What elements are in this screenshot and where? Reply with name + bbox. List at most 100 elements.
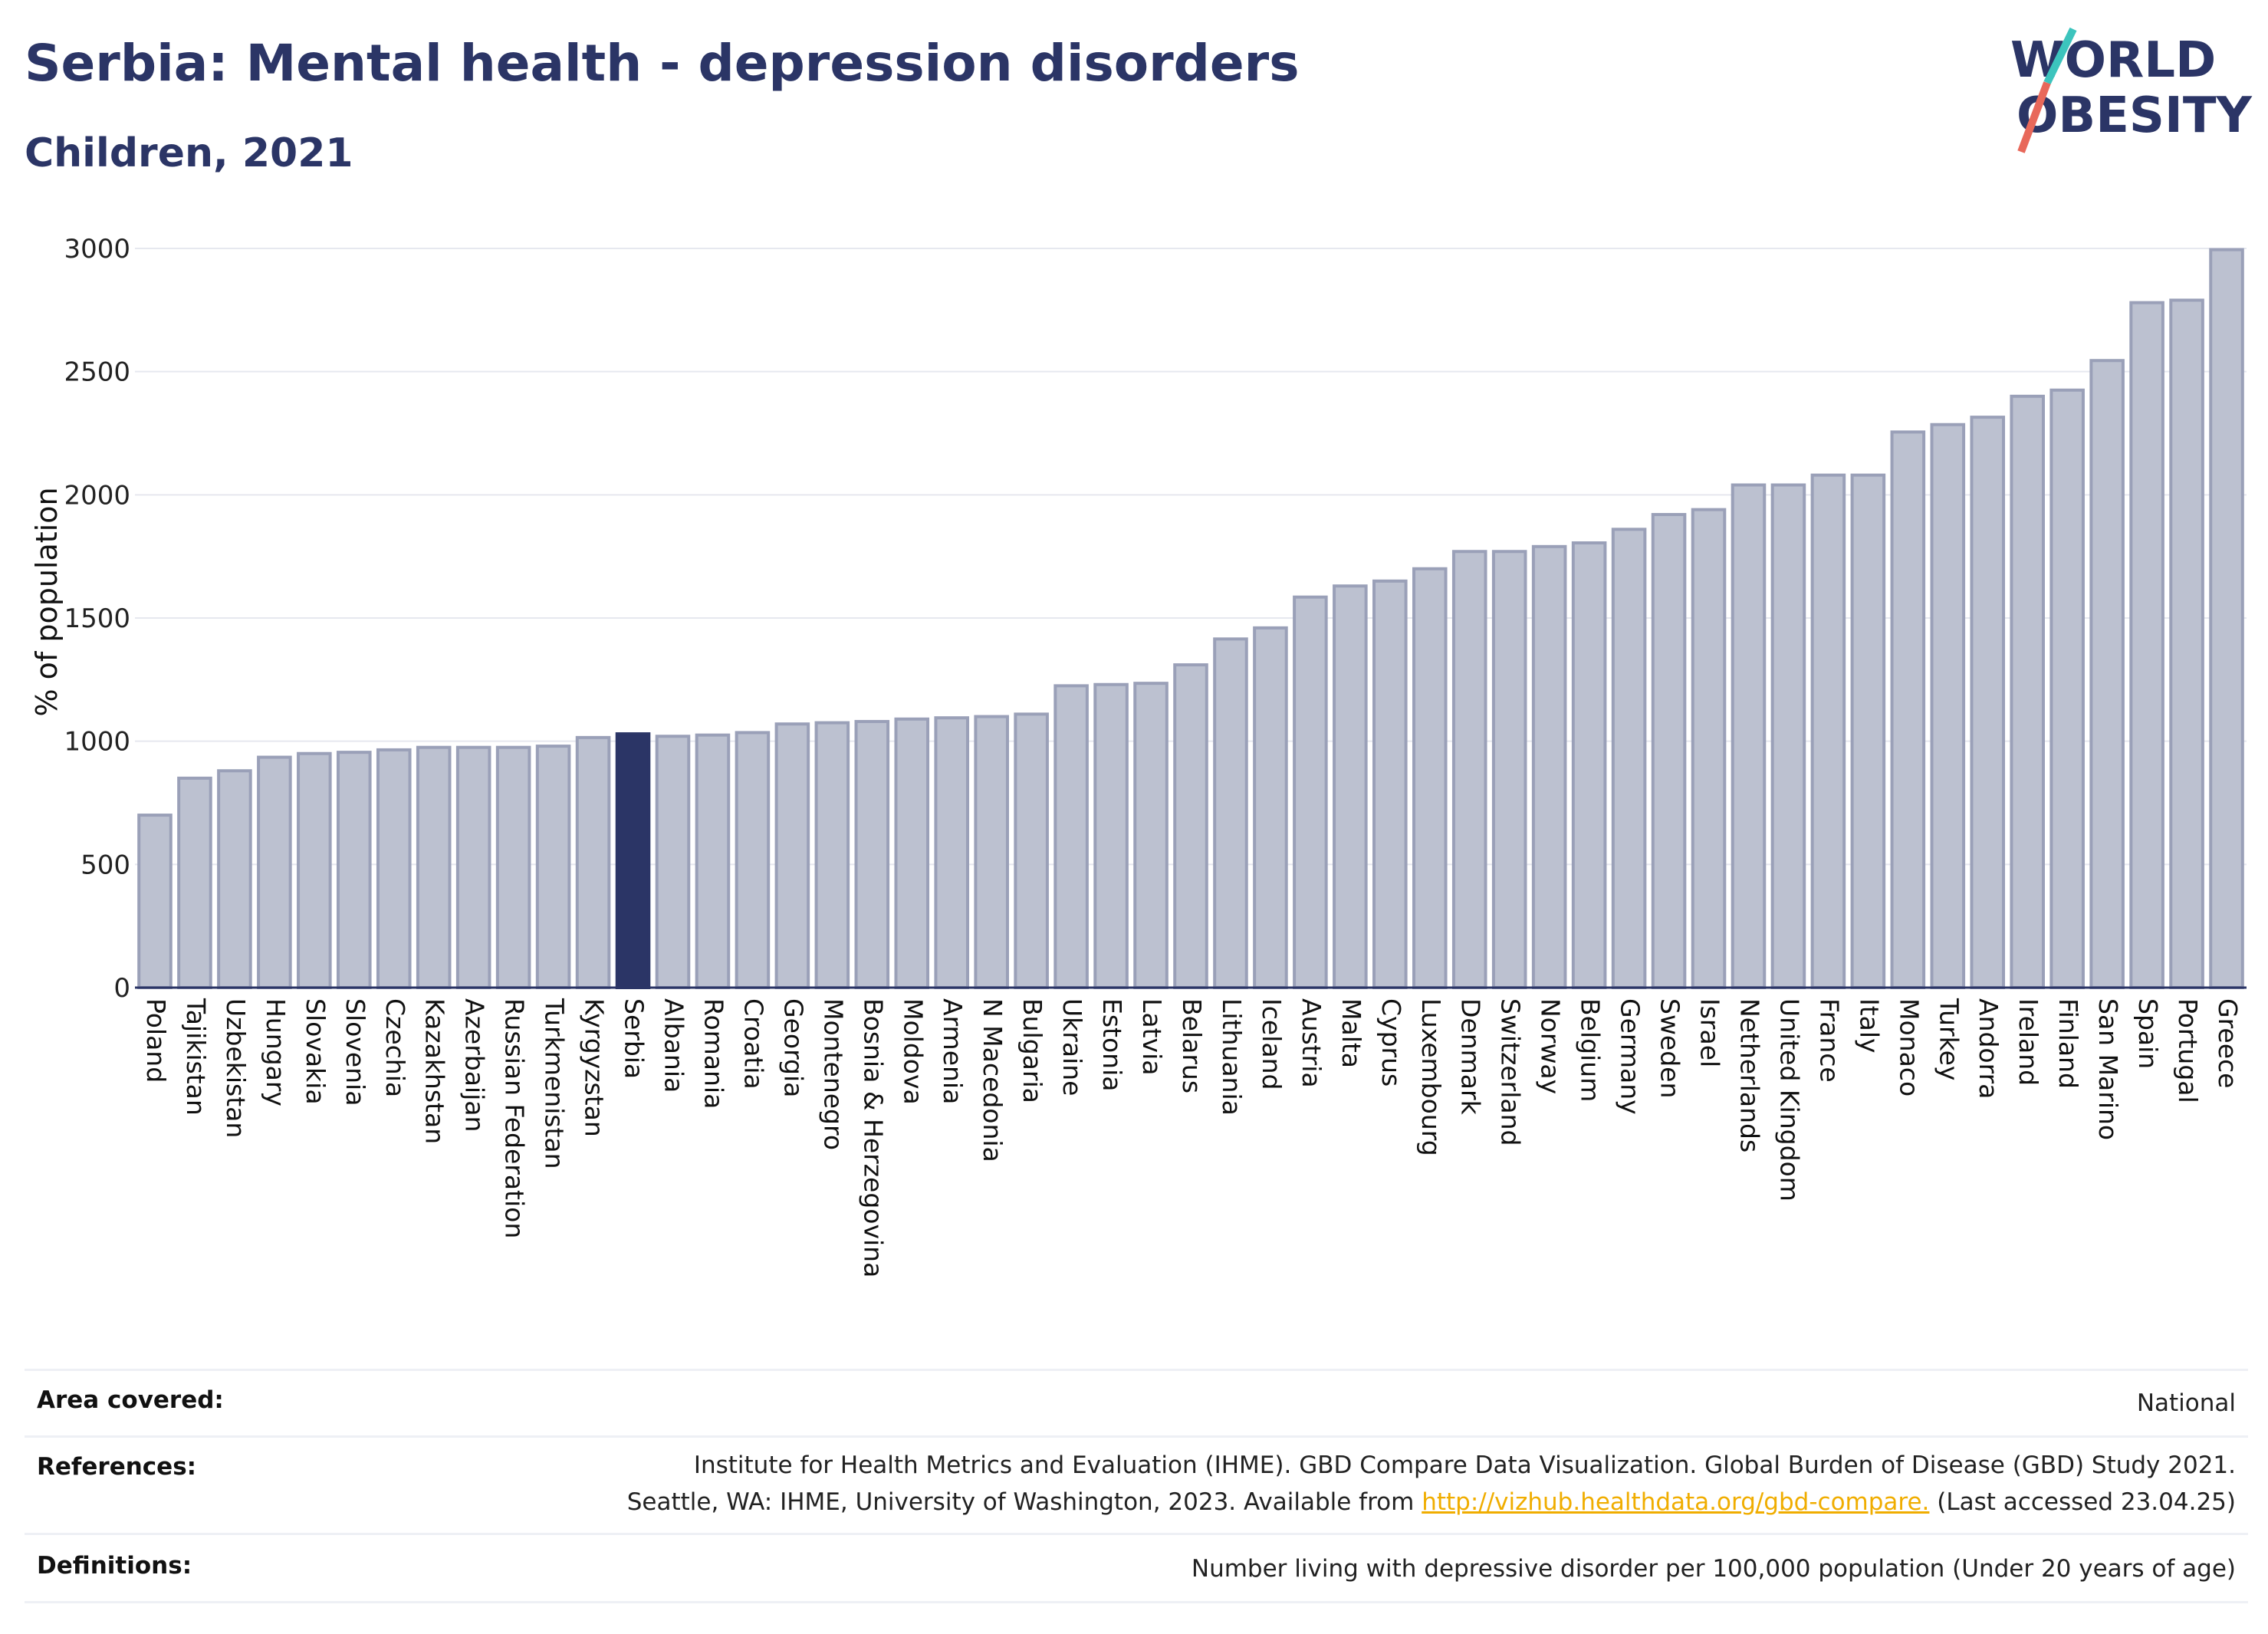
- x-tick-label: Belarus: [1177, 998, 1207, 1093]
- bar: [1731, 483, 1767, 989]
- bar: [2049, 388, 2085, 989]
- y-tick-labels: 0 500 1000 1500 2000 2500 3000: [64, 234, 130, 1004]
- x-tick-label: Malta: [1336, 998, 1366, 1068]
- x-tick-label: Ukraine: [1057, 998, 1087, 1096]
- x-tick-label: Serbia: [620, 998, 649, 1079]
- x-tick-label: Italy: [1854, 998, 1884, 1054]
- bar: [376, 748, 412, 989]
- x-tick-label: Portugal: [2173, 998, 2203, 1103]
- bar: [177, 776, 212, 989]
- x-tick-label: Netherlands: [1734, 998, 1764, 1152]
- x-tick-label: Estonia: [1097, 998, 1127, 1091]
- bar: [2010, 394, 2045, 989]
- logo-slash-bottom: [2017, 81, 2051, 153]
- bar: [1531, 544, 1567, 989]
- y-tick-label: 3000: [64, 234, 130, 265]
- x-tick-label: Sweden: [1655, 998, 1685, 1098]
- x-tick-label: Denmark: [1456, 998, 1486, 1116]
- x-tick-label: Iceland: [1257, 998, 1287, 1090]
- x-tick-label: Luxembourg: [1416, 998, 1446, 1156]
- x-tick-label: Hungary: [261, 998, 291, 1106]
- page-title: Serbia: Mental health - depression disor…: [25, 34, 1300, 93]
- bar: [1890, 430, 1926, 989]
- bar: [217, 769, 252, 990]
- references-line1: Institute for Health Metrics and Evaluat…: [693, 1452, 2236, 1479]
- references-accessed: (Last accessed 23.04.25): [1937, 1488, 2236, 1516]
- definitions-row: Definitions: Number living with depressi…: [25, 1533, 2248, 1603]
- x-tick-label: Tajikistan: [181, 998, 211, 1116]
- x-tick-label: Norway: [1536, 998, 1566, 1094]
- bar: [137, 814, 173, 989]
- x-tick-label: Ireland: [2013, 998, 2043, 1086]
- bar: [1412, 567, 1448, 989]
- bar: [1372, 579, 1408, 989]
- x-tick-label: Georgia: [778, 998, 808, 1097]
- x-tick-label: Monaco: [1894, 998, 1924, 1096]
- x-tick-label: Russian Federation: [500, 998, 530, 1238]
- x-tick-label: Azerbaijan: [460, 998, 490, 1132]
- notes-table: Area covered: National References: Insti…: [25, 1369, 2248, 1603]
- bar: [615, 732, 651, 989]
- x-tick-label: Cyprus: [1376, 998, 1406, 1087]
- logo-line2: OBESITY: [2017, 87, 2252, 144]
- bar: [814, 721, 850, 989]
- x-tick-label: Albania: [659, 998, 689, 1093]
- bar: [1133, 682, 1169, 989]
- bar-chart: 0 500 1000 1500 2000 2500 3000 Poland Tajikista…: [30, 234, 2247, 1277]
- x-tick-label: Belgium: [1576, 998, 1606, 1102]
- x-tick-label: Slovakia: [301, 998, 330, 1105]
- bar: [1571, 541, 1607, 989]
- bar: [575, 735, 611, 989]
- x-tick-label: Greece: [2213, 998, 2243, 1088]
- x-tick-label: Germany: [1616, 998, 1645, 1115]
- x-tick-label: Croatia: [738, 998, 768, 1090]
- bar: [1014, 712, 1049, 989]
- bar: [695, 733, 731, 990]
- bar: [974, 715, 1009, 989]
- area-covered-label: Area covered:: [37, 1386, 224, 1414]
- x-tick-label: Andorra: [1974, 998, 2003, 1099]
- y-tick-label: 2500: [64, 357, 130, 388]
- bar: [854, 719, 890, 990]
- references-link[interactable]: http://vizhub.healthdata.org/gbd-compare…: [1422, 1488, 1930, 1516]
- x-tick-label: Poland: [141, 998, 171, 1083]
- y-tick-label: 1500: [64, 603, 130, 634]
- x-tick-label: United Kingdom: [1774, 998, 1804, 1202]
- x-tick-label: Turkey: [1934, 998, 1964, 1080]
- bar: [1293, 595, 1328, 989]
- bar: [337, 751, 372, 989]
- bar: [2169, 298, 2204, 990]
- world-obesity-logo: WORLD OBESITY: [2010, 27, 2252, 153]
- x-tick-label: Kyrgyzstan: [580, 998, 610, 1137]
- bar: [1213, 637, 1248, 990]
- references-row: References: Institute for Health Metrics…: [25, 1435, 2248, 1533]
- references-line2: Seattle, WA: IHME, University of Washing…: [25, 1484, 2248, 1521]
- area-covered-value: National: [2136, 1389, 2236, 1417]
- bar: [1093, 682, 1129, 989]
- logo-slash-top: [2043, 27, 2077, 85]
- bar: [735, 731, 771, 989]
- bar: [1651, 513, 1687, 989]
- y-tick-label: 1000: [64, 727, 130, 758]
- bar: [535, 745, 571, 989]
- bar: [1850, 473, 1886, 989]
- x-tick-label: Spain: [2133, 998, 2163, 1069]
- bar: [257, 755, 292, 989]
- y-tick-label: 0: [113, 973, 130, 1004]
- y-tick-label: 500: [81, 850, 130, 880]
- bar: [1053, 684, 1089, 989]
- x-tick-label: Latvia: [1137, 998, 1167, 1075]
- x-tick-label: Bosnia & Herzegovina: [858, 998, 888, 1277]
- bar: [774, 722, 810, 989]
- x-tick-label: San Marino: [2093, 998, 2123, 1140]
- bar: [2209, 248, 2244, 989]
- x-tick-label: Lithuania: [1217, 998, 1247, 1116]
- x-tick-label: Czechia: [380, 998, 410, 1097]
- references-label: References:: [37, 1453, 197, 1481]
- bar: [1611, 528, 1647, 989]
- x-tick-label: Austria: [1297, 998, 1326, 1088]
- bar: [2089, 359, 2125, 989]
- bar: [1770, 483, 1806, 989]
- bar: [416, 745, 452, 989]
- bar: [1691, 508, 1727, 989]
